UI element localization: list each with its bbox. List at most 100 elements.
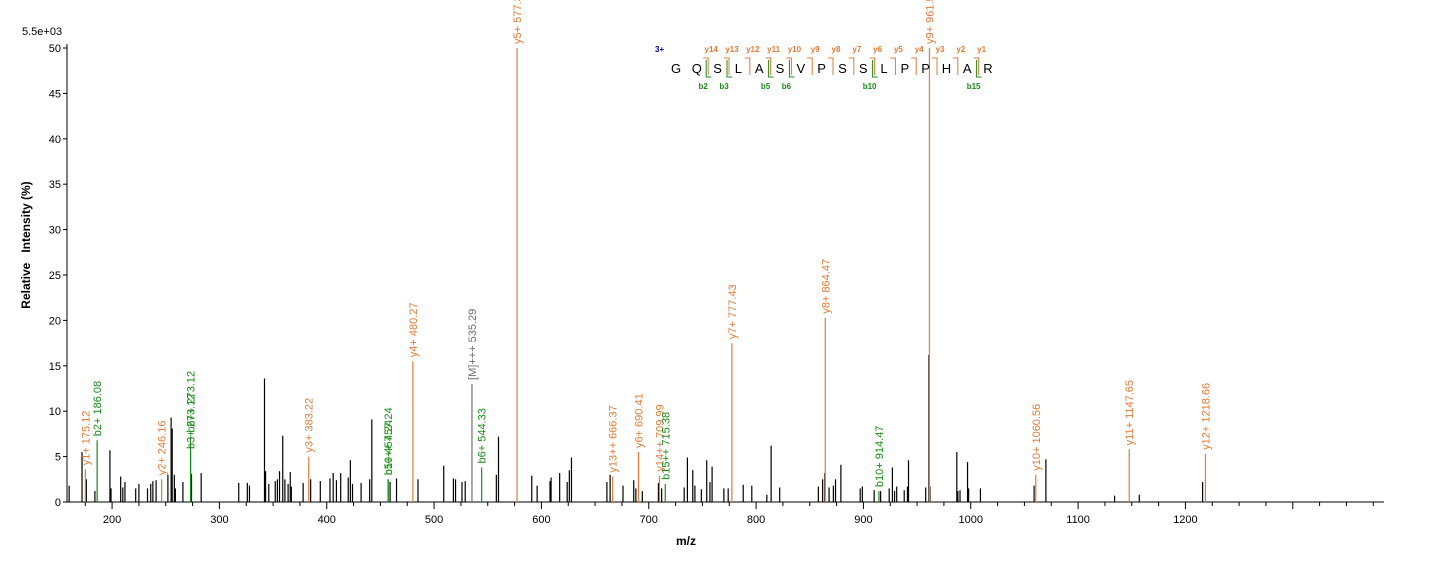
peak-label: y8+ 864.47 <box>820 259 832 314</box>
residue: A <box>963 61 972 76</box>
b-ion-bracket <box>788 60 795 78</box>
peak-label: y14++ 709.99 <box>654 404 666 471</box>
y-ion-label: y2 <box>956 45 965 54</box>
x-axis-title: m/z <box>676 534 696 548</box>
peak-label: b15++ 715.38 <box>660 412 672 480</box>
y-ion-label: y1 <box>977 45 986 54</box>
x-tick-label: 300 <box>210 514 228 526</box>
peak-label: y2+ 246.16 <box>157 421 169 476</box>
peak-label: y9+ 961.52 <box>924 0 936 44</box>
y-tick-label: 45 <box>49 88 61 100</box>
y-ion-bracket <box>952 57 959 75</box>
peak-label: y10+ 1060.56 <box>1031 404 1043 471</box>
y-ion-bracket <box>744 57 751 75</box>
residue: Q <box>692 61 702 76</box>
b-ion-bracket <box>705 60 712 78</box>
residue: L <box>735 61 742 76</box>
y-tick-label: 25 <box>49 270 61 282</box>
residue: A <box>755 61 764 76</box>
y-ion-bracket <box>703 57 709 75</box>
peak-label: b6++ 273.12 <box>186 371 198 433</box>
unassigned-peaks <box>68 354 1204 502</box>
peak-label: [M]+++ 535.29 <box>467 309 479 380</box>
y-tick-label: 30 <box>49 225 61 237</box>
residue: S <box>713 61 722 76</box>
residue: S <box>859 61 868 76</box>
peak-label: y12+ 1218.66 <box>1200 383 1212 450</box>
y-tick-label: 10 <box>49 406 61 418</box>
residue: G <box>671 61 681 76</box>
peak-label: b2+ 186.08 <box>92 381 104 436</box>
y-ion-bracket <box>786 57 792 75</box>
residue: P <box>921 61 930 76</box>
x-tick-label: 1200 <box>1173 514 1197 526</box>
y-tick-label: 15 <box>49 361 61 373</box>
y-tick-label: 40 <box>49 134 61 146</box>
charge-state: 3+ <box>655 45 664 54</box>
residue: S <box>838 61 847 76</box>
y-ion-label: y4 <box>915 45 924 54</box>
residue: V <box>796 61 805 76</box>
y-ion-bracket <box>848 57 855 75</box>
residue: L <box>880 61 887 76</box>
x-tick-label: 400 <box>318 514 336 526</box>
peak-label: y5+ 577.32 <box>512 0 524 44</box>
b-ion-label: b15 <box>967 82 981 91</box>
b-ion-label: b5 <box>761 82 771 91</box>
peak-label: y11+ 1147.65 <box>1124 380 1136 445</box>
x-tick-label: 200 <box>103 514 121 526</box>
peak-label: b5+ 457.24 <box>383 420 395 475</box>
y-ion-label: y6 <box>873 45 882 54</box>
peak-label: y1+ 175.12 <box>80 411 92 466</box>
y-ion-bracket <box>724 57 730 75</box>
y-ion-bracket <box>932 57 938 75</box>
y-ion-label: y8 <box>832 45 841 54</box>
y-ion-label: y3 <box>936 45 945 54</box>
peak-label: y4+ 480.27 <box>408 303 420 358</box>
y-ion-bracket <box>911 57 917 75</box>
y-tick-label: 35 <box>49 179 61 191</box>
peak-label: b6+ 544.33 <box>477 408 489 463</box>
b-ion-label: b2 <box>699 82 709 91</box>
axes: 0 5 10 15 20 25 30 35 40 45 50 200 300 400 500 600 700 80… <box>49 43 1384 526</box>
y-ion-bracket <box>807 57 813 75</box>
residue: P <box>900 61 909 76</box>
b-ion-label: b10 <box>863 82 877 91</box>
b-ion-label: b6 <box>782 82 792 91</box>
peak-label: y7+ 777.43 <box>727 284 739 339</box>
y-ion-bracket <box>890 57 896 75</box>
y-tick-label: 50 <box>49 43 61 55</box>
x-tick-label: 500 <box>425 514 443 526</box>
residue: R <box>983 61 992 76</box>
y-ion-label: y9 <box>811 45 820 54</box>
x-tick-label: 900 <box>854 514 872 526</box>
b-ion-bracket <box>872 60 878 78</box>
y-ion-bracket <box>973 57 980 75</box>
b-ion-bracket <box>976 60 982 78</box>
y-ion-label: y7 <box>852 45 861 54</box>
y-ion-label: y5 <box>894 45 903 54</box>
b-ion-bracket <box>726 60 732 78</box>
x-tick-label: 600 <box>532 514 550 526</box>
y-ion-label: y14 <box>705 45 719 54</box>
b-ion-label: b3 <box>719 82 729 91</box>
residue: P <box>817 61 826 76</box>
peak-label: b10+ 914.47 <box>874 426 886 487</box>
y-ion-label: y10 <box>788 45 802 54</box>
x-tick-label: 1000 <box>959 514 983 526</box>
peak-label: y3+ 383.22 <box>304 398 316 453</box>
y-ion-bracket <box>828 57 834 75</box>
y-ion-label: y11 <box>767 45 780 54</box>
y-tick-label: 20 <box>49 315 61 327</box>
peak-label: b3+ 273.12 <box>186 394 198 449</box>
b-ion-bracket <box>768 60 774 78</box>
y-ion-label: y13 <box>725 45 739 54</box>
x-tick-label: 700 <box>640 514 658 526</box>
x-tick-label: 800 <box>747 514 765 526</box>
residue: S <box>776 61 785 76</box>
residue: H <box>942 61 951 76</box>
y-ion-label: y12 <box>746 45 760 54</box>
y-ion-bracket <box>869 57 876 75</box>
